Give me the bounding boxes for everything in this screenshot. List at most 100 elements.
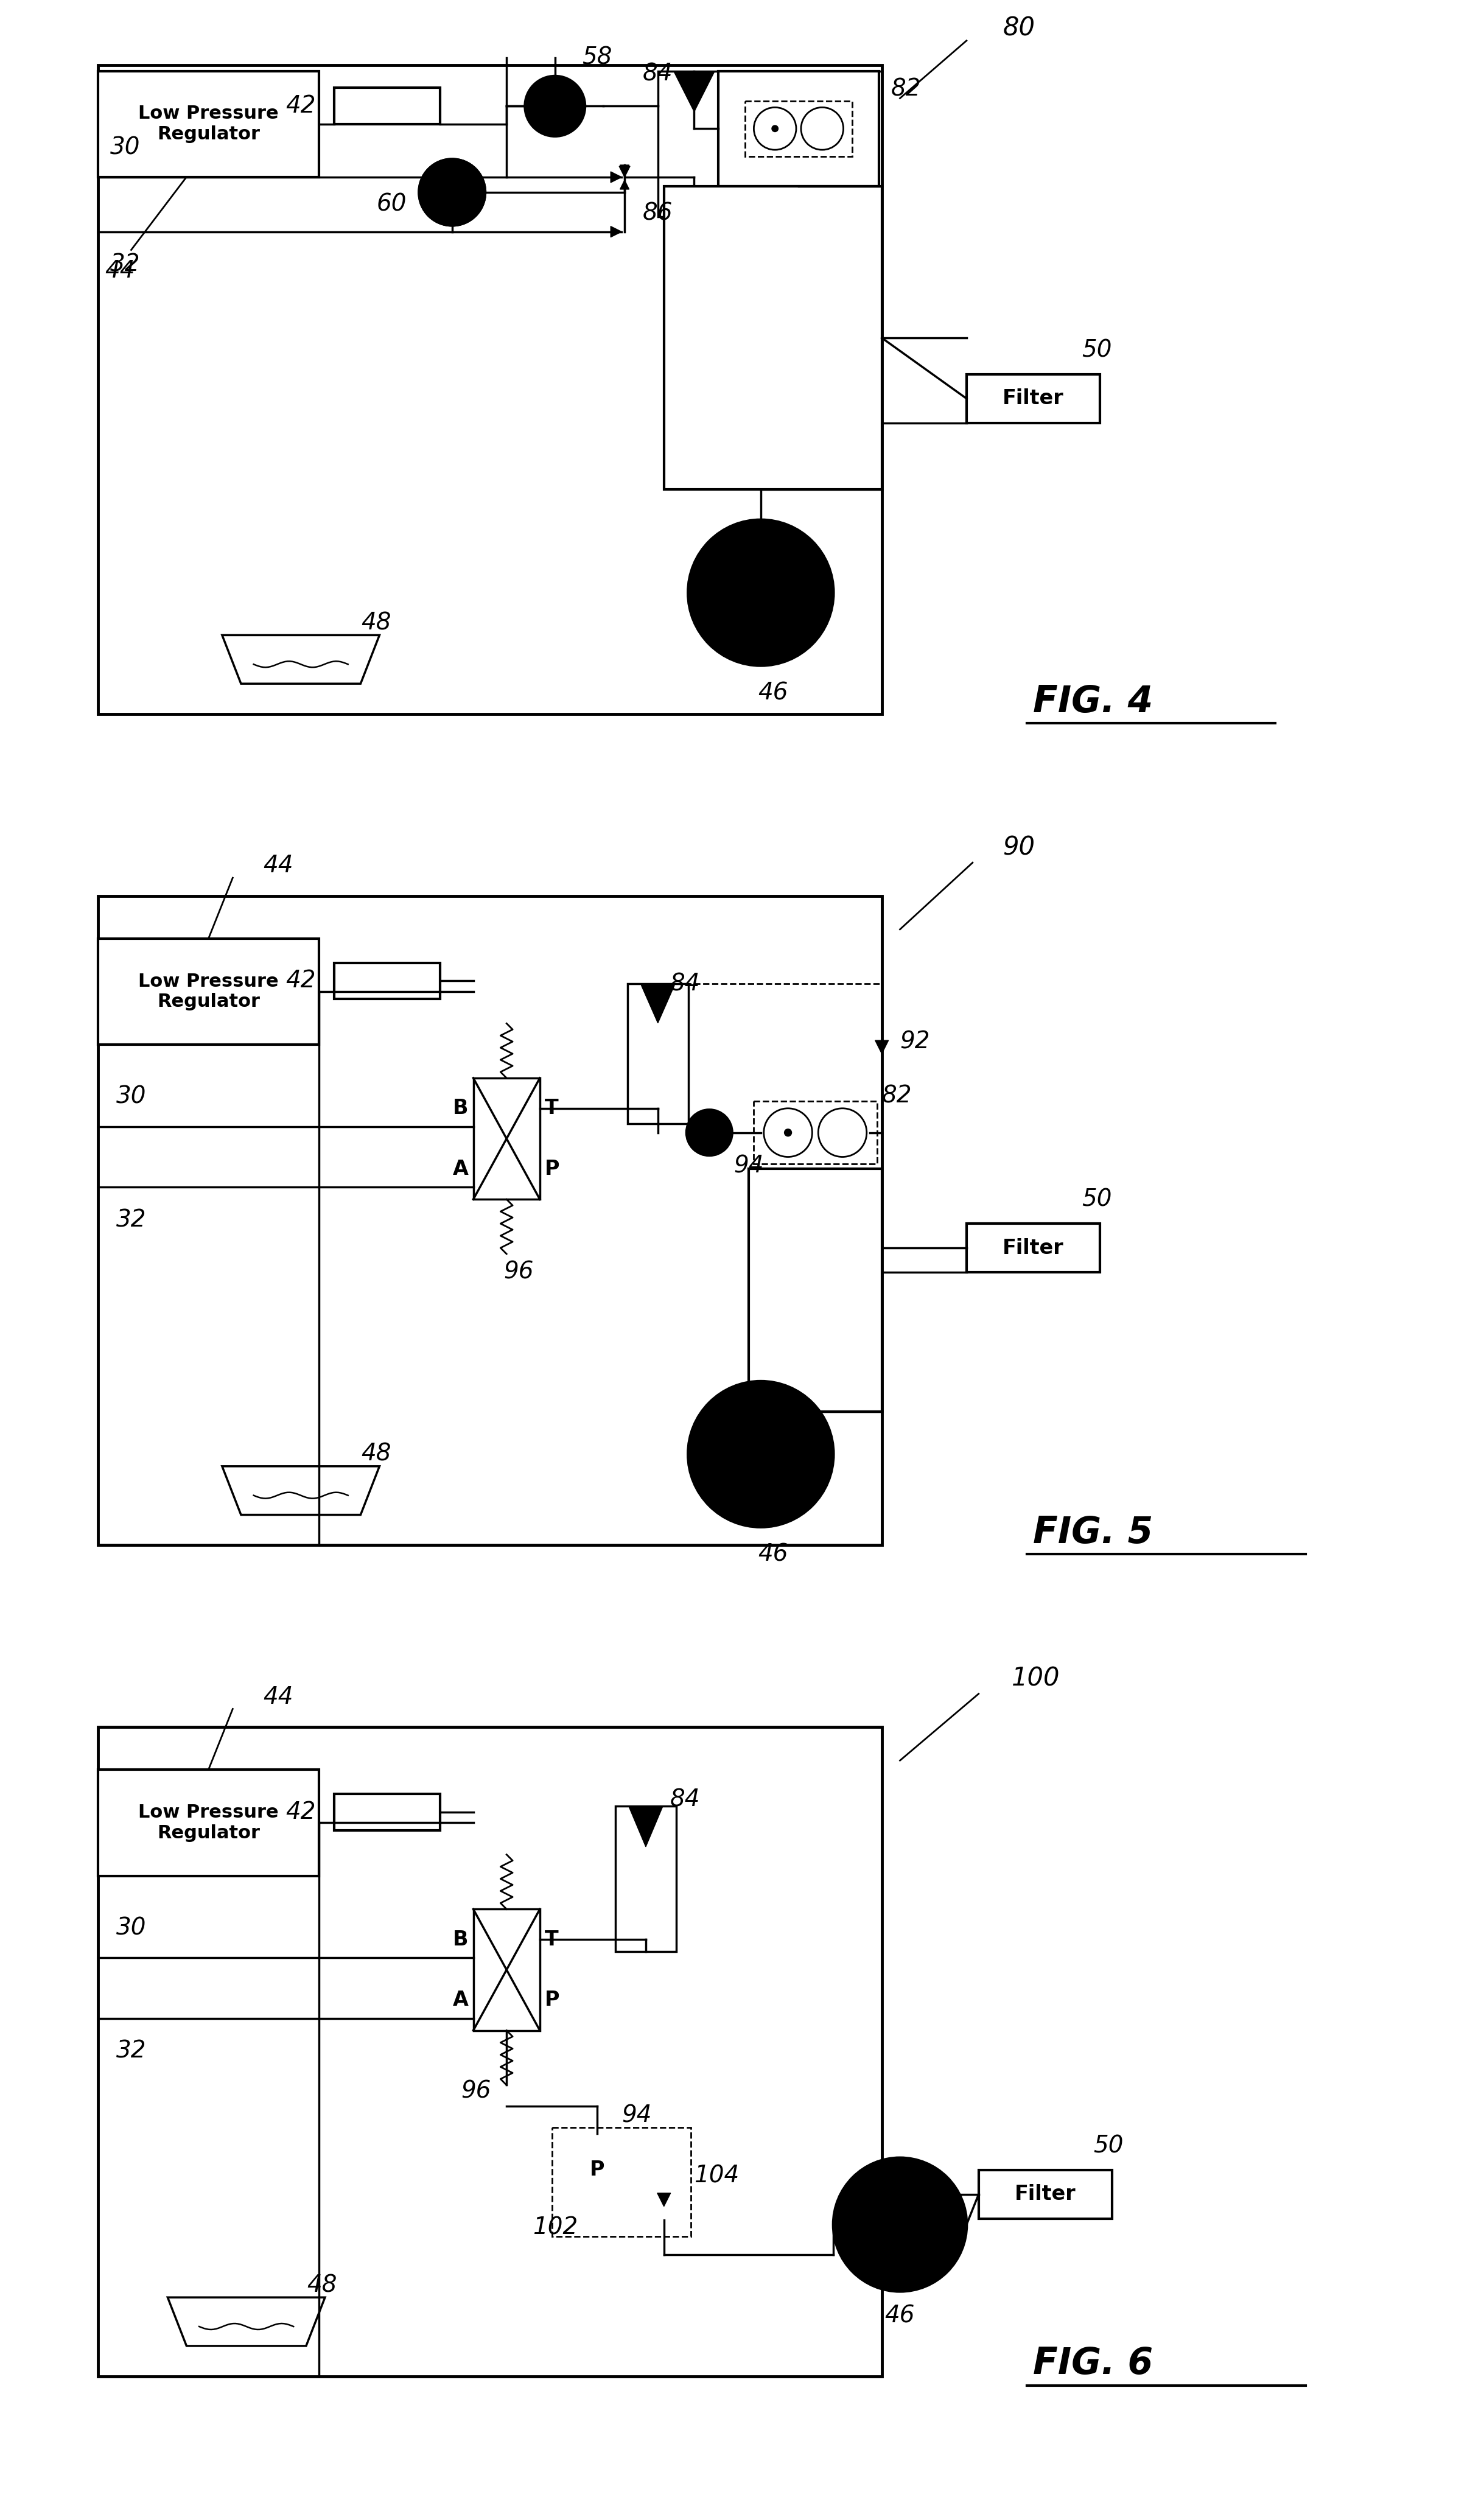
Bar — [334, 1795, 439, 1830]
Text: 30: 30 — [116, 1918, 147, 1940]
Bar — [98, 895, 881, 1545]
Text: 100: 100 — [1012, 1665, 1061, 1693]
Text: 46: 46 — [884, 2305, 916, 2328]
Bar — [334, 962, 439, 1000]
Text: 82: 82 — [890, 78, 922, 100]
Text: T: T — [545, 1098, 558, 1118]
Text: A: A — [453, 1990, 469, 2010]
Text: 44: 44 — [263, 1685, 294, 1708]
Text: T: T — [545, 1930, 558, 1950]
Text: P: P — [545, 1990, 559, 2010]
Text: 48: 48 — [361, 1442, 392, 1465]
Polygon shape — [876, 1040, 889, 1052]
Text: 50: 50 — [1082, 338, 1112, 362]
Bar — [978, 2170, 1112, 2217]
Bar — [98, 1770, 319, 1875]
Bar — [473, 1910, 540, 2030]
Text: Filter: Filter — [1003, 1238, 1064, 1258]
Text: 44: 44 — [105, 260, 135, 282]
Text: P: P — [751, 1440, 770, 1467]
Text: 48: 48 — [361, 612, 392, 635]
Bar — [552, 2128, 692, 2238]
Polygon shape — [610, 227, 622, 237]
Text: Low Pressure
Regulator: Low Pressure Regulator — [138, 1802, 279, 1842]
Text: 94: 94 — [733, 1155, 764, 1178]
Circle shape — [561, 2132, 634, 2208]
Text: 42: 42 — [286, 95, 316, 118]
Circle shape — [686, 1110, 732, 1155]
Bar — [745, 100, 852, 155]
Bar — [616, 1805, 677, 1952]
Circle shape — [525, 75, 585, 138]
Bar — [966, 1222, 1100, 1272]
Bar — [966, 375, 1100, 423]
Text: 48: 48 — [307, 2272, 337, 2298]
Text: B: B — [453, 1930, 469, 1950]
Polygon shape — [620, 165, 629, 175]
Text: P: P — [545, 1160, 559, 1180]
Bar — [98, 65, 881, 715]
Text: P: P — [890, 2212, 910, 2238]
Polygon shape — [674, 72, 714, 112]
Text: 96: 96 — [503, 1260, 534, 1282]
Circle shape — [785, 1130, 791, 1138]
Bar — [473, 1078, 540, 1200]
Bar — [628, 985, 689, 1122]
Text: 84: 84 — [669, 972, 700, 995]
Text: 30: 30 — [116, 1085, 147, 1107]
Bar — [657, 70, 730, 217]
Text: 30: 30 — [110, 135, 141, 160]
Bar — [754, 1100, 877, 1165]
Polygon shape — [657, 2192, 671, 2208]
Text: 102: 102 — [533, 2215, 577, 2240]
Text: 104: 104 — [695, 2165, 739, 2188]
Text: 32: 32 — [110, 252, 141, 275]
Text: 46: 46 — [758, 1542, 788, 1565]
Bar — [663, 185, 881, 490]
Text: 42: 42 — [286, 970, 316, 992]
Text: FIG. 4: FIG. 4 — [1033, 685, 1153, 720]
Circle shape — [689, 520, 834, 665]
Text: 32: 32 — [116, 1208, 147, 1232]
Text: 80: 80 — [1003, 15, 1036, 42]
Text: P: P — [751, 580, 770, 605]
Text: 86: 86 — [643, 202, 672, 225]
Text: 32: 32 — [116, 2040, 147, 2062]
Text: A: A — [453, 1160, 469, 1180]
Text: 94: 94 — [622, 2105, 651, 2128]
Text: Filter: Filter — [1003, 388, 1064, 408]
Text: B: B — [453, 1098, 469, 1118]
Text: FIG. 5: FIG. 5 — [1033, 1515, 1153, 1550]
Bar — [718, 70, 879, 185]
Polygon shape — [629, 1807, 662, 1847]
Text: 44: 44 — [263, 855, 294, 877]
Text: P: P — [591, 2160, 605, 2180]
Text: 50: 50 — [1082, 1187, 1112, 1210]
Text: 84: 84 — [643, 63, 672, 85]
Polygon shape — [610, 173, 622, 182]
Text: Low Pressure
Regulator: Low Pressure Regulator — [138, 105, 279, 142]
Bar — [98, 938, 319, 1045]
Bar — [98, 70, 319, 177]
Polygon shape — [620, 180, 629, 190]
Text: 92: 92 — [899, 1030, 930, 1052]
Text: 42: 42 — [286, 1800, 316, 1822]
Text: 82: 82 — [881, 1085, 913, 1107]
Text: 90: 90 — [1003, 835, 1036, 860]
Text: Filter: Filter — [1015, 2185, 1076, 2205]
Text: 84: 84 — [669, 1787, 700, 1812]
Text: 50: 50 — [1094, 2135, 1123, 2158]
Polygon shape — [641, 985, 675, 1022]
Circle shape — [834, 2158, 966, 2292]
Circle shape — [418, 160, 485, 225]
Bar — [334, 88, 439, 125]
Text: 58: 58 — [582, 45, 613, 70]
Text: Low Pressure
Regulator: Low Pressure Regulator — [138, 972, 279, 1010]
Polygon shape — [433, 180, 470, 205]
Bar — [98, 1728, 881, 2377]
Circle shape — [772, 125, 778, 132]
Circle shape — [418, 160, 485, 225]
Text: FIG. 6: FIG. 6 — [1033, 2345, 1153, 2382]
Text: 60: 60 — [377, 192, 407, 215]
Text: 96: 96 — [462, 2080, 491, 2102]
